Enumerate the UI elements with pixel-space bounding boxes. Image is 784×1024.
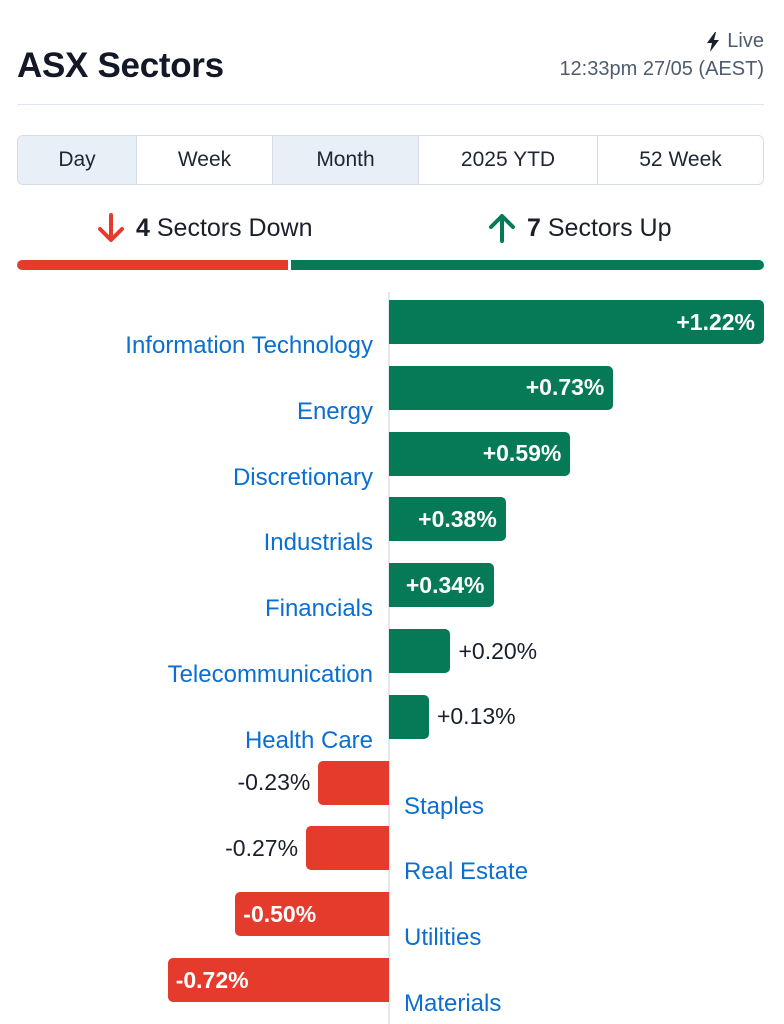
sector-bar-health-care [389,694,429,739]
sector-label-industrials[interactable]: Industrials [263,529,373,557]
sector-row-health-care: Health Care +0.13% [0,694,784,754]
sector-value-real-estate: -0.27% [225,834,299,861]
sector-bar-telecommunication [389,629,451,673]
up-count: 7 [527,213,541,242]
page-title: ASX Sectors [17,46,224,85]
live-indicator: Live [705,30,764,53]
sector-label-materials[interactable]: Materials [404,990,502,1017]
sector-label-real-estate[interactable]: Real Estate [404,858,529,886]
down-label: Sectors Down [156,213,313,242]
sector-value-information-technology: +1.22% [676,308,755,335]
sector-bar-utilities [235,892,389,937]
sector-bar-materials [167,958,389,1002]
tab-2025-ytd[interactable]: 2025 YTD [419,136,598,184]
sector-bar-industrials [389,497,506,542]
sector-bar-real-estate [306,826,389,871]
tab-week[interactable]: Week [137,136,273,184]
tab-day[interactable]: Day [18,136,137,184]
ratio-bar-down [17,260,288,270]
sector-label-health-care[interactable]: Health Care [244,726,373,754]
sector-value-health-care: +0.13% [436,703,516,730]
tab-month[interactable]: Month [273,136,419,184]
sector-label-information-technology[interactable]: Information Technology [125,332,373,359]
down-count: 4 [136,213,150,242]
sector-row-materials: Materials -0.72% [0,958,784,1017]
sector-value-financials: +0.34% [405,571,485,598]
sector-label-utilities[interactable]: Utilities [404,924,482,952]
sector-label-energy[interactable]: Energy [296,397,373,425]
sector-row-discretionary: Discretionary +0.59% [0,431,784,491]
sector-label-discretionary[interactable]: Discretionary [232,463,373,491]
sector-value-telecommunication: +0.20% [458,637,538,664]
timestamp: 12:33pm 27/05 (AEST) [559,58,764,80]
sector-value-staples: -0.23% [237,769,311,796]
sector-ratio-bar [17,260,764,270]
sector-row-telecommunication: Telecommunication +0.20% [0,629,784,688]
sector-value-energy: +0.73% [525,374,605,401]
sector-label-financials[interactable]: Financials [264,595,373,623]
sector-row-staples: Staples -0.23% [0,760,784,820]
sector-value-discretionary: +0.59% [482,440,562,467]
sector-value-materials: -0.72% [175,966,249,993]
sector-bar-financials [389,563,494,608]
sector-row-information-technology: Information Technology +1.22% [0,300,784,359]
period-tabs: Day Week Month 2025 YTD 52 Week [17,135,764,185]
sector-row-financials: Financials +0.34% [0,563,784,622]
sector-label-staples[interactable]: Staples [404,792,485,820]
tab-52-week[interactable]: 52 Week [639,148,722,171]
sector-bar-energy [389,365,614,410]
sectors-up-summary: 7 Sectors Up [487,212,672,244]
sector-value-industrials: +0.38% [418,505,497,532]
sector-value-utilities: -0.50% [243,900,317,927]
sector-row-industrials: Industrials +0.38% [0,497,784,556]
sector-bar-staples [318,760,389,805]
up-label: Sectors Up [547,213,672,242]
arrow-up-icon [489,214,515,243]
arrow-down-icon [98,213,124,242]
ratio-bar-up [290,260,764,270]
lightning-icon [707,31,720,52]
sector-label-telecommunication[interactable]: Telecommunication [167,661,373,688]
sector-row-real-estate: Real Estate -0.27% [0,826,784,885]
sector-bar-chart: Information Technology +1.22% Energy +0.73%… [0,292,784,1024]
header-divider [17,104,764,105]
sector-bar-discretionary [389,431,571,476]
live-label: Live [727,30,764,52]
sectors-down-summary: 4 Sectors Down [96,212,312,244]
sector-row-utilities: Utilities -0.50% [0,892,784,951]
sector-bar-information-technology [389,300,764,344]
sector-row-energy: Energy +0.73% [0,365,784,425]
